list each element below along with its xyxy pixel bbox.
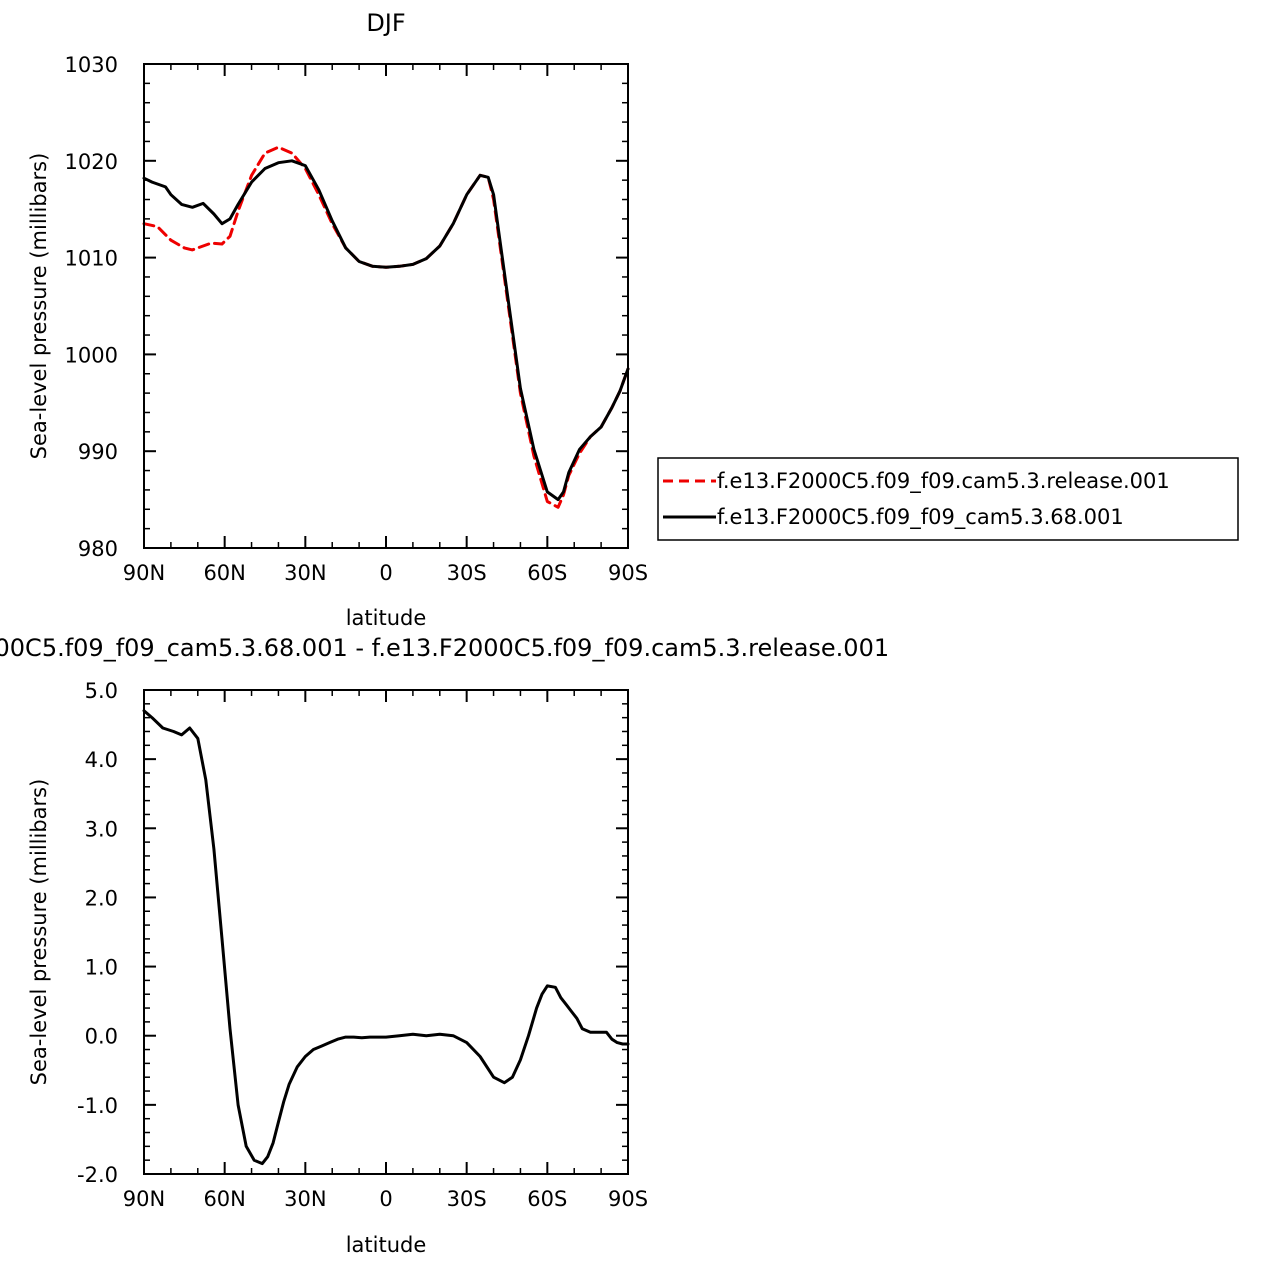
bottom-y-axis-label: Sea-level pressure (millibars) (27, 779, 51, 1086)
bottom-panel: f.e13.F2000C5.f09_f09_cam5.3.68.001 - f.… (0, 634, 889, 1257)
bottom-y-tick-label: -1.0 (77, 1094, 118, 1118)
top-x-tick-label: 0 (379, 561, 392, 585)
bottom-axis-ticks (143, 689, 629, 1175)
top-series-line-0 (142, 145, 630, 509)
legend-label-release: f.e13.F2000C5.f09_f09.cam5.3.release.001 (717, 469, 1170, 494)
top-chart-title: DJF (366, 9, 405, 37)
bottom-x-tick-label: 60N (203, 1187, 245, 1211)
top-y-tick-label: 1020 (65, 150, 118, 174)
bottom-x-tick-label: 90N (123, 1187, 165, 1211)
bottom-x-tick-label: 60S (527, 1187, 567, 1211)
bottom-x-tick-label: 30N (284, 1187, 326, 1211)
top-x-tick-label: 90S (608, 561, 648, 585)
top-plot-frame (143, 63, 629, 549)
top-y-axis-label: Sea-level pressure (millibars) (27, 153, 51, 460)
top-panel: DJF Sea-level pressure (millibars) latit… (27, 9, 1239, 630)
top-x-axis-label: latitude (346, 606, 427, 630)
bottom-series-group (142, 709, 630, 1166)
bottom-y-tick-label: 3.0 (85, 817, 118, 841)
bottom-y-tick-label: 0.0 (85, 1025, 118, 1049)
bottom-y-tick-label: 4.0 (85, 748, 118, 772)
bottom-chart-title: f.e13.F2000C5.f09_f09_cam5.3.68.001 - f.… (0, 634, 889, 662)
legend-label-68: f.e13.F2000C5.f09_f09_cam5.3.68.001 (717, 505, 1124, 530)
top-axis-ticks (143, 63, 629, 549)
top-y-tick-label: 980 (78, 537, 118, 561)
top-x-tick-label: 60N (203, 561, 245, 585)
bottom-x-tick-label: 30S (447, 1187, 487, 1211)
top-y-tick-label: 1010 (65, 247, 118, 271)
bottom-plot-frame (143, 689, 629, 1175)
legend: f.e13.F2000C5.f09_f09.cam5.3.release.001… (657, 457, 1239, 541)
bottom-y-tick-labels: -2.0 -1.0 0.0 1.0 2.0 3.0 4.0 5.0 (77, 679, 118, 1187)
bottom-x-tick-label: 90S (608, 1187, 648, 1211)
top-x-tick-label: 30S (447, 561, 487, 585)
top-x-tick-label: 60S (527, 561, 567, 585)
top-y-tick-labels: 980 990 1000 1010 1020 1030 (65, 53, 118, 561)
bottom-y-tick-label: 1.0 (85, 956, 118, 980)
bottom-y-tick-label: 2.0 (85, 886, 118, 910)
top-series-group (142, 145, 630, 509)
top-series-line-1 (142, 159, 630, 502)
top-x-tick-label: 30N (284, 561, 326, 585)
bottom-x-tick-label: 0 (379, 1187, 392, 1211)
top-y-tick-label: 990 (78, 440, 118, 464)
bottom-y-tick-label: 5.0 (85, 679, 118, 703)
top-y-tick-label: 1030 (65, 53, 118, 77)
top-x-tick-label: 90N (123, 561, 165, 585)
bottom-y-tick-label: -2.0 (77, 1163, 118, 1187)
top-y-tick-label: 1000 (65, 343, 118, 367)
top-x-tick-labels: 90N 60N 30N 0 30S 60S 90S (123, 561, 648, 585)
legend-box (657, 457, 1239, 541)
bottom-x-tick-labels: 90N 60N 30N 0 30S 60S 90S (123, 1187, 648, 1211)
bottom-series-line-0 (142, 709, 630, 1166)
bottom-x-axis-label: latitude (346, 1233, 427, 1257)
